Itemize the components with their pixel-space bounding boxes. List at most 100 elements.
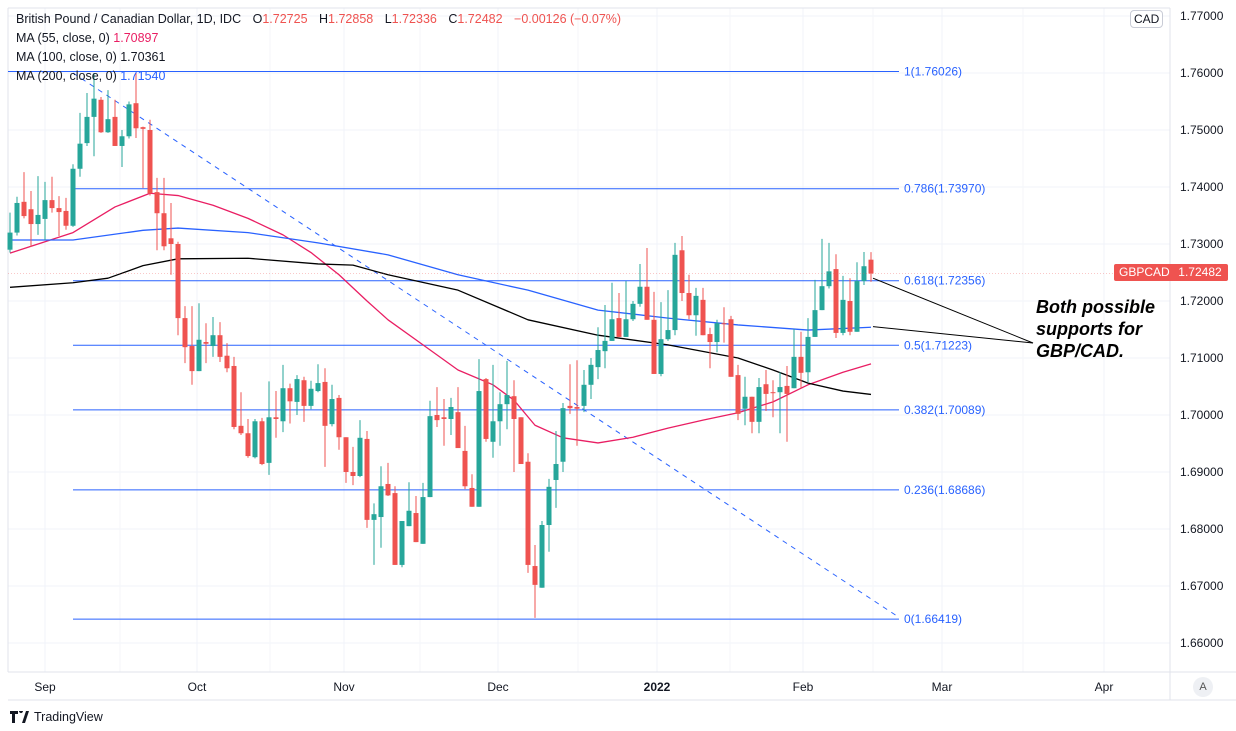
candle-body — [518, 417, 524, 465]
candle-body — [623, 319, 629, 337]
tradingview-brand: TradingView — [34, 710, 103, 724]
indicator-ma100[interactable]: MA (100, close, 0) 1.70361 — [16, 50, 166, 64]
candle-body — [154, 192, 160, 214]
candle-body — [525, 461, 531, 565]
y-tick-label: 1.74000 — [1180, 180, 1224, 194]
candle-body — [490, 421, 496, 442]
candle-body — [812, 310, 818, 337]
candle-body — [252, 421, 258, 458]
y-tick-label: 1.69000 — [1180, 465, 1224, 479]
dashed-trendline — [72, 72, 900, 618]
candle-body — [819, 286, 825, 311]
y-tick-label: 1.66000 — [1180, 636, 1224, 650]
candle-body — [231, 365, 237, 427]
candle-body — [728, 319, 734, 377]
candle-body — [259, 421, 265, 465]
candle-body — [420, 497, 426, 544]
candle-body — [21, 201, 27, 217]
candle-body — [84, 116, 90, 144]
candle-body — [441, 417, 447, 419]
candle-body — [126, 104, 132, 137]
candle-body — [329, 399, 335, 425]
candle-body — [651, 319, 657, 374]
candle-body — [658, 339, 664, 374]
candle-body — [511, 396, 517, 419]
candle-body — [7, 232, 13, 250]
candle-body — [280, 388, 286, 422]
ma200-value: 1.71540 — [120, 69, 166, 83]
candle-body — [224, 355, 230, 369]
annotation-pointer-line — [872, 326, 1034, 344]
candle-body — [455, 412, 461, 449]
candle-body — [112, 116, 118, 146]
symbol-legend-row: British Pound / Canadian Dollar, 1D, IDC… — [16, 12, 622, 26]
y-tick-label: 1.76000 — [1180, 66, 1224, 80]
candle-body — [336, 397, 342, 438]
candle-body — [98, 99, 104, 133]
candle-body — [371, 514, 377, 520]
candle-body — [462, 450, 468, 487]
candle-body — [91, 98, 97, 117]
candle-body — [749, 396, 755, 422]
candle-body — [581, 384, 587, 406]
candle-body — [105, 119, 111, 133]
candle-body — [567, 405, 573, 409]
candle-body — [287, 388, 293, 402]
x-tick-label: Apr — [1095, 680, 1114, 694]
x-tick-label: Nov — [333, 680, 354, 694]
candle-body — [840, 299, 846, 333]
fib-level-label: 0.236(1.68686) — [904, 483, 985, 497]
x-tick-label: Mar — [932, 680, 953, 694]
candle-body — [175, 244, 181, 319]
candle-body — [476, 391, 482, 507]
fib-level-label: 1(1.76026) — [904, 65, 962, 79]
candle-body — [609, 319, 615, 341]
candle-body — [777, 387, 783, 393]
annotation-text[interactable]: Both possible supports for GBP/CAD. — [1036, 297, 1156, 361]
candle-body — [756, 387, 762, 422]
candle-body — [308, 388, 314, 406]
candle-body — [42, 200, 48, 219]
y-tick-label: 1.72000 — [1180, 294, 1224, 308]
y-tick-label: 1.67000 — [1180, 579, 1224, 593]
candle-body — [133, 103, 139, 129]
indicator-ma200[interactable]: MA (200, close, 0) 1.71540 — [16, 69, 166, 83]
candle-body — [182, 318, 188, 348]
candle-body — [210, 335, 216, 347]
candle-body — [343, 437, 349, 472]
candle-body — [763, 384, 769, 394]
ma-line-100 — [9, 257, 872, 396]
x-tick-label: Feb — [793, 680, 814, 694]
indicator-ma55[interactable]: MA (55, close, 0) 1.70897 — [16, 31, 159, 45]
candle-body — [238, 425, 244, 434]
candle-body — [77, 143, 83, 169]
candle-body — [448, 407, 454, 419]
candle-body — [588, 364, 594, 385]
candle-body — [560, 408, 566, 462]
candle-body — [35, 214, 41, 225]
candle-body — [707, 334, 713, 343]
candle-body — [700, 299, 706, 336]
y-tick-label: 1.73000 — [1180, 237, 1224, 251]
candle-body — [868, 259, 874, 274]
change-value: −0.00126 (−0.07%) — [514, 12, 622, 26]
candle-body — [147, 130, 153, 194]
auto-scale-button[interactable]: A — [1193, 677, 1213, 697]
x-tick-label: 2022 — [644, 680, 671, 694]
candle-body — [189, 346, 195, 372]
ma55-value: 1.70897 — [113, 31, 159, 45]
symbol-title: British Pound / Canadian Dollar, 1D, IDC — [16, 12, 242, 26]
currency-badge[interactable]: CAD — [1130, 10, 1164, 28]
x-tick-label: Oct — [188, 680, 207, 694]
chart-legend: British Pound / Canadian Dollar, 1D, IDC… — [16, 10, 621, 86]
candle-body — [497, 404, 503, 422]
candle-body — [469, 487, 475, 507]
candle-body — [847, 301, 853, 332]
symbol-price-tag: GBPCAD — [1114, 264, 1175, 281]
last-price-tag: 1.72482 — [1172, 264, 1228, 281]
candle-body — [28, 209, 34, 225]
candle-body — [294, 379, 300, 402]
candle-body — [539, 525, 545, 588]
tradingview-logo[interactable]: TradingView — [10, 710, 103, 724]
